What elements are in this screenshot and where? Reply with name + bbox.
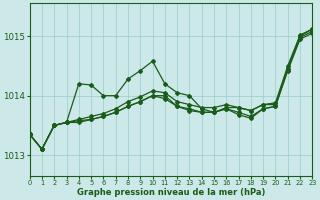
X-axis label: Graphe pression niveau de la mer (hPa): Graphe pression niveau de la mer (hPa)	[77, 188, 265, 197]
